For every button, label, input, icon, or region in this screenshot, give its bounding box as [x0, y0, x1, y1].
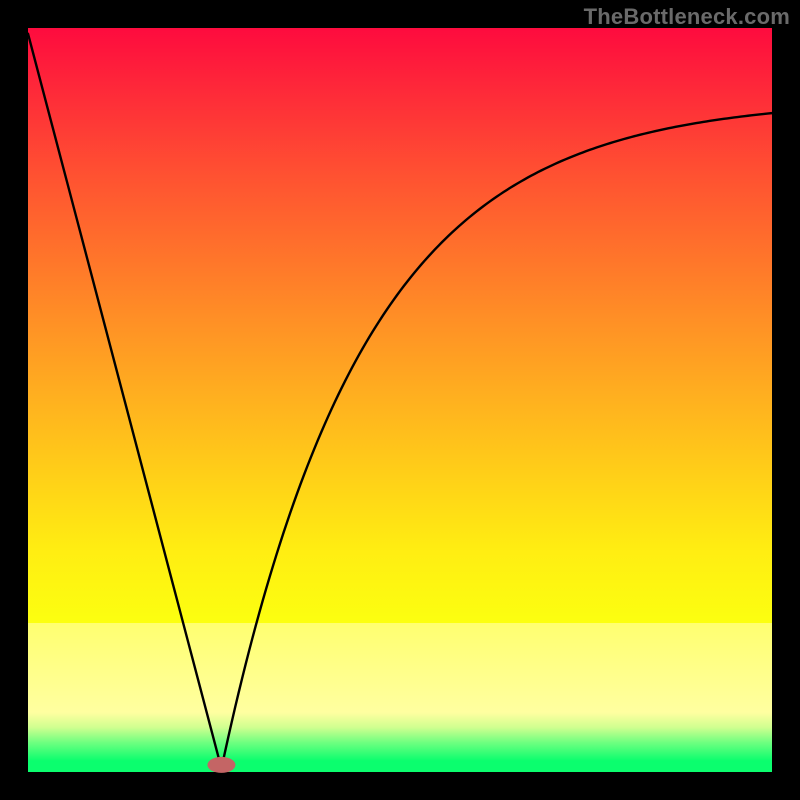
watermark-text: TheBottleneck.com	[584, 4, 790, 30]
plot-background	[28, 28, 772, 772]
minimum-marker	[207, 757, 235, 773]
chart-frame: { "meta": { "width_px": 800, "height_px"…	[0, 0, 800, 800]
bottleneck-chart	[0, 0, 800, 800]
